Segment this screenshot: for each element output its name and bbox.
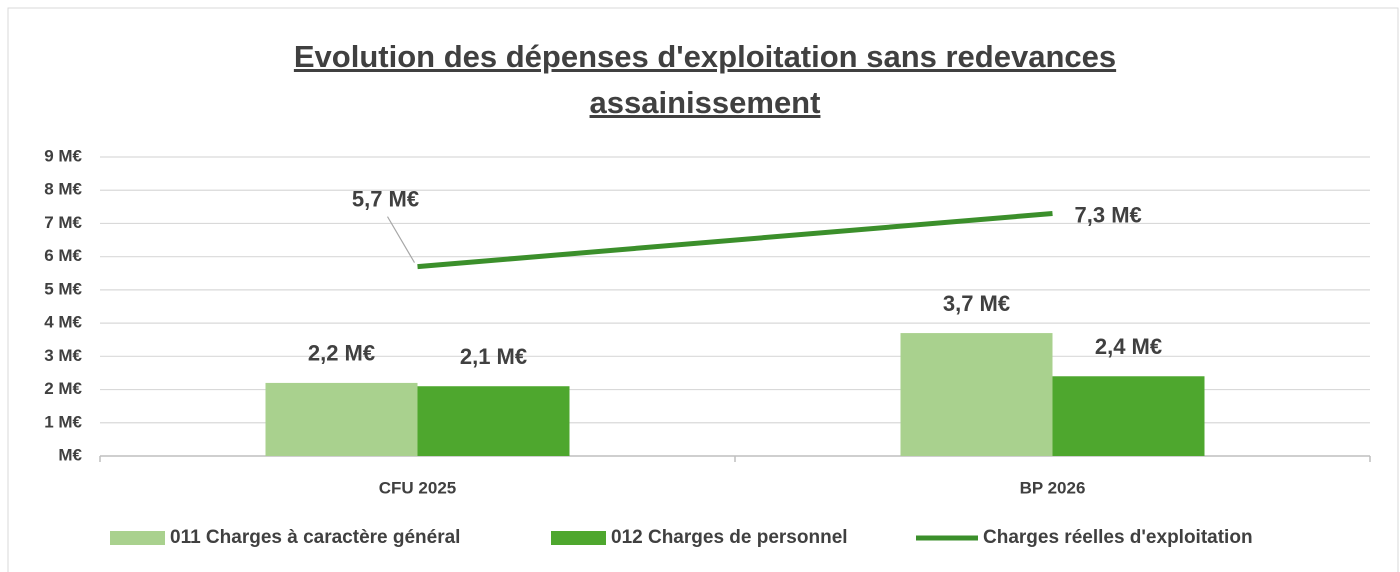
legend-label: 012 Charges de personnel (611, 527, 848, 548)
data-label: 2,1 M€ (460, 344, 527, 369)
bar (265, 382, 418, 456)
y-tick-label: 2 M€ (44, 379, 82, 398)
line (417, 210, 1053, 270)
data-label: 2,2 M€ (308, 341, 375, 366)
y-tick-label: 6 M€ (44, 246, 82, 265)
y-tick-label: 3 M€ (44, 346, 82, 365)
y-tick-label: 7 M€ (44, 213, 82, 232)
y-tick-label: M€ (58, 445, 82, 464)
legend-label: 011 Charges à caractère général (170, 527, 460, 548)
y-tick-label: 1 M€ (44, 412, 82, 431)
bar (900, 333, 1053, 456)
leader-line (386, 216, 416, 263)
chart-title: Evolution des dépenses d'exploitation sa… (293, 39, 1117, 120)
data-label: 5,7 M€ (352, 186, 419, 211)
y-tick-label: 8 M€ (44, 180, 82, 199)
chart-frame (7, 7, 1399, 572)
data-label: 7,3 M€ (1075, 202, 1142, 227)
bar (1052, 376, 1205, 456)
y-tick-label: 9 M€ (44, 146, 82, 165)
data-label: 2,4 M€ (1095, 334, 1162, 359)
legend-label: Charges réelles d'exploitation (983, 527, 1253, 548)
legend-swatch (551, 531, 606, 545)
y-tick-label: 4 M€ (44, 313, 82, 332)
x-tick-label: CFU 2025 (379, 478, 456, 497)
y-tick-label: 5 M€ (44, 279, 82, 298)
data-label: 3,7 M€ (943, 291, 1010, 316)
x-tick-label: BP 2026 (1020, 478, 1086, 497)
bar (417, 386, 570, 456)
legend-swatch (110, 531, 165, 545)
